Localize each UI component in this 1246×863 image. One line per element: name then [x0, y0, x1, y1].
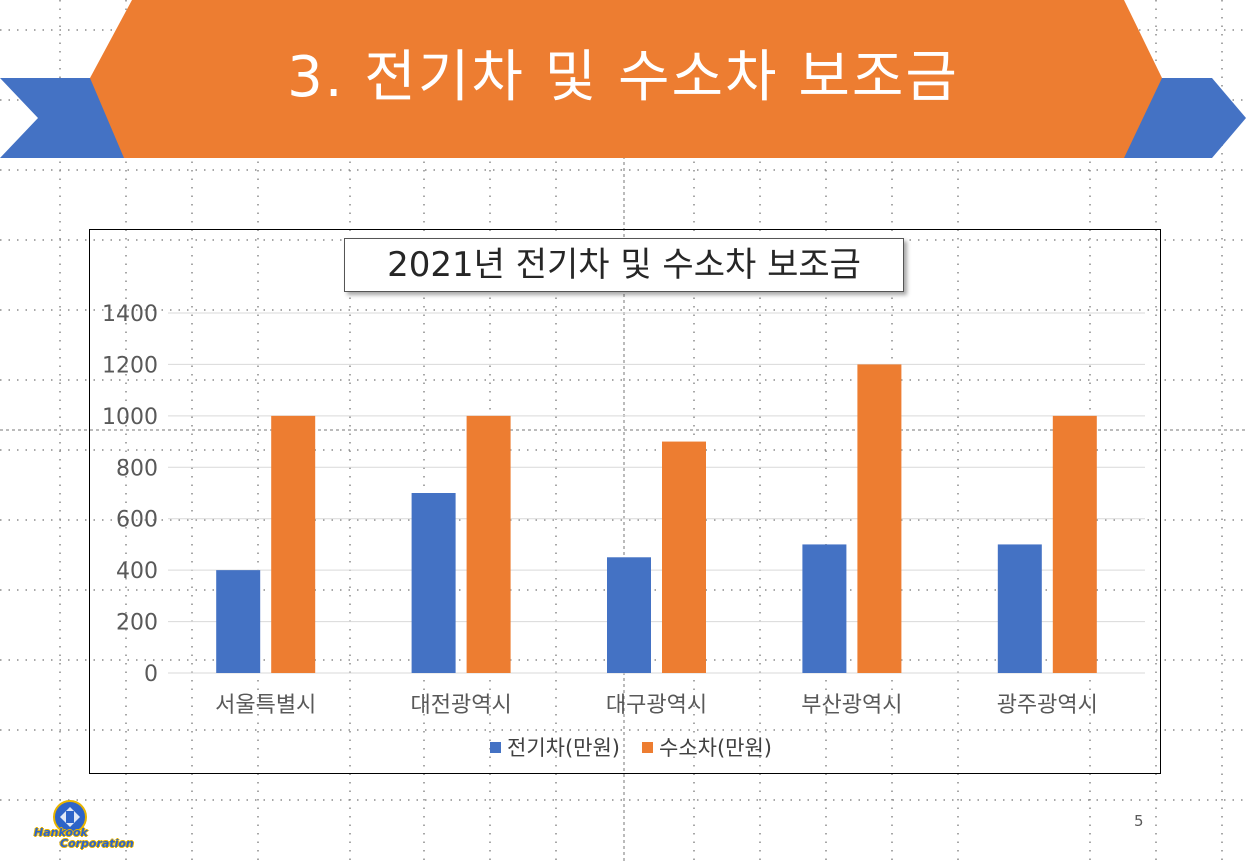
slide-title[interactable]: 3. 전기차 및 수소차 보조금 — [287, 45, 959, 110]
x-category-label: 서울특별시 — [215, 693, 316, 718]
bar-electric — [607, 557, 651, 673]
legend-swatch-electric — [490, 741, 501, 753]
bar-electric — [997, 544, 1042, 673]
bar-hydrogen — [857, 364, 902, 673]
legend-item-electric: 전기차(만원) — [490, 732, 620, 762]
title-banner — [0, 0, 1246, 158]
company-logo: Hankook Corporation — [32, 798, 140, 852]
y-tick-label: 1200 — [102, 353, 158, 378]
y-tick-label: 400 — [116, 559, 158, 584]
logo-emblem-icon — [53, 800, 87, 834]
legend-label-electric: 전기차(만원) — [507, 736, 620, 760]
y-tick-label: 1400 — [102, 302, 158, 327]
legend-label-hydrogen: 수소차(만원) — [659, 736, 772, 760]
x-category-label: 대전광역시 — [410, 693, 511, 718]
x-category-label: 부산광역시 — [801, 693, 902, 718]
chart-title[interactable]: 2021년 전기차 및 수소차 보조금 — [344, 238, 904, 292]
bar-hydrogen — [466, 415, 511, 673]
logo-text-line2: Corporation — [60, 837, 134, 850]
chart-legend[interactable]: 전기차(만원) 수소차(만원) — [0, 732, 1246, 762]
y-tick-label: 800 — [116, 456, 158, 481]
bar-electric — [216, 570, 261, 673]
y-tick-label: 1000 — [102, 405, 158, 430]
bar-hydrogen — [1052, 415, 1097, 673]
x-category-label: 광주광역시 — [997, 693, 1098, 718]
legend-item-hydrogen: 수소차(만원) — [642, 732, 772, 762]
y-tick-label: 200 — [116, 611, 158, 636]
logo-text-line1: Hankook — [34, 826, 88, 839]
legend-swatch-hydrogen — [642, 741, 653, 753]
y-tick-label: 0 — [144, 662, 158, 687]
banner-right-blue-ribbon — [1122, 78, 1246, 158]
banner-orange-body — [90, 0, 1162, 158]
bar-hydrogen — [662, 441, 706, 673]
x-category-label: 대구광역시 — [606, 693, 707, 718]
page-number: 5 — [1134, 812, 1144, 830]
chart-frame[interactable] — [89, 229, 1161, 774]
banner-left-blue-ribbon — [0, 78, 128, 158]
y-tick-label: 600 — [116, 508, 158, 533]
bar-electric — [411, 493, 456, 673]
bar-electric — [802, 544, 847, 673]
bar-hydrogen — [271, 415, 316, 673]
